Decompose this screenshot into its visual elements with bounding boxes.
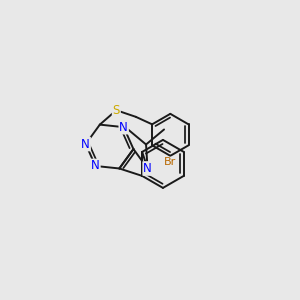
Text: N: N	[91, 160, 100, 172]
Text: N: N	[81, 137, 90, 151]
Text: N: N	[119, 121, 128, 134]
Text: Br: Br	[164, 158, 176, 167]
Text: N: N	[143, 162, 152, 175]
Text: S: S	[112, 104, 120, 117]
